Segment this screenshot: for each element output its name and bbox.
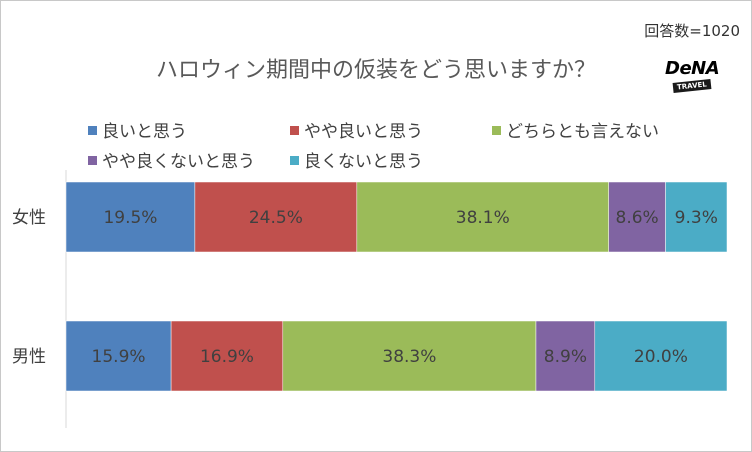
legend-label-somewhat-bad: やや良くないと思う	[102, 152, 255, 172]
value-label-men-bad: 20.0%	[634, 347, 688, 367]
legend-item-somewhat-good: やや良いと思う	[290, 117, 423, 142]
legend-item-somewhat-bad: やや良くないと思う	[88, 147, 255, 172]
bar-men-bad	[594, 320, 728, 392]
legend-label-neutral: どちらとも言えない	[506, 122, 659, 142]
legend-swatch-good	[88, 125, 97, 135]
legend-swatch-neutral	[492, 125, 501, 135]
bar-women-good	[65, 181, 196, 253]
category-label-men: 男性	[12, 347, 46, 367]
value-label-women-somewhat-good: 24.5%	[249, 208, 303, 228]
logo-text: DeNA	[665, 58, 720, 79]
respondent-count: 回答数=1020	[644, 22, 740, 40]
value-label-women-neutral: 38.1%	[456, 208, 510, 228]
value-label-men-somewhat-good: 16.9%	[200, 347, 254, 367]
dena-travel-logo: DeNA TRAVEL	[665, 58, 720, 96]
legend-swatch-somewhat-good	[290, 125, 299, 135]
bar-men-neutral	[282, 320, 537, 392]
chart-title: ハロウィン期間中の仮装をどう思いますか？	[155, 58, 596, 83]
legend-swatch-bad	[290, 155, 299, 165]
value-label-men-neutral: 38.3%	[382, 347, 436, 367]
value-label-men-somewhat-bad: 8.9%	[544, 347, 587, 367]
category-label-women: 女性	[12, 208, 46, 228]
bar-men-somewhat-bad	[535, 320, 596, 392]
value-label-women-bad: 9.3%	[675, 208, 718, 228]
bar-women-bad	[665, 181, 728, 253]
legend-label-good: 良いと思う	[102, 122, 187, 142]
bar-men-somewhat-good	[170, 320, 284, 392]
legend-label-somewhat-good: やや良いと思う	[304, 122, 423, 142]
legend-item-good: 良いと思う	[88, 117, 187, 142]
bar-women-somewhat-bad	[608, 181, 666, 253]
bar-women-somewhat-good	[194, 181, 358, 253]
legend-label-bad: 良くないと思う	[304, 152, 423, 172]
legend-swatch-somewhat-bad	[88, 155, 97, 165]
value-label-men-good: 15.9%	[92, 347, 146, 367]
legend-item-neutral: どちらとも言えない	[492, 117, 659, 142]
bar-women-neutral	[356, 181, 609, 253]
value-label-women-good: 19.5%	[103, 208, 157, 228]
value-label-women-somewhat-bad: 8.6%	[616, 208, 659, 228]
legend-item-bad: 良くないと思う	[290, 147, 423, 172]
